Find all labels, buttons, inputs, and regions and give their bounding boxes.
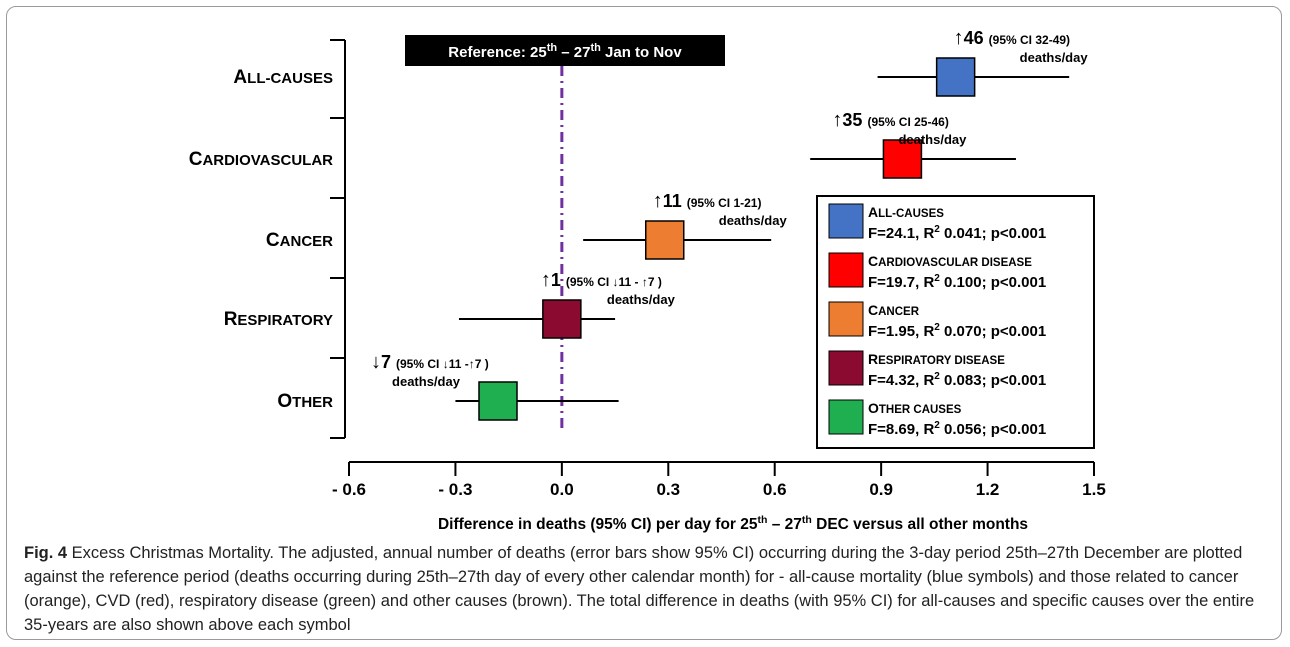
- legend-title: RESPIRATORY DISEASE: [868, 351, 1005, 367]
- legend-item: RESPIRATORY DISEASE F=4.32, R2 0.083; p<0…: [828, 350, 1046, 389]
- legend-item: OTHER CAUSES F=8.69, R2 0.056; p<0.001: [828, 399, 1046, 438]
- annotation-value: ↑46 (95% CI 32-49): [954, 27, 1070, 49]
- x-tick-label: 0.3: [656, 480, 680, 499]
- legend-title: ALL-CAUSES: [868, 204, 944, 220]
- legend-title: CARDIOVASCULAR DISEASE: [868, 253, 1032, 269]
- legend-swatch: [828, 350, 864, 386]
- annotation-unit: deaths/day: [1020, 50, 1089, 65]
- legend-stats: F=1.95, R2 0.070; p<0.001: [868, 322, 1046, 340]
- series-cardiovascular: ↑35 (95% CI 25-46)deaths/day: [810, 109, 1016, 179]
- annotation-value: ↓7 (95% CI ↓11 -↑7 ): [371, 351, 489, 373]
- estimate-marker: [478, 381, 518, 421]
- estimate-marker: [882, 139, 923, 179]
- legend-title: CANCER: [868, 302, 920, 318]
- annotation-value: ↑1 (95% CI ↓11 - ↑7 ): [541, 269, 662, 291]
- y-tick-label: RESPIRATORY: [224, 309, 333, 330]
- annotation-value: ↑11 (95% CI 1-21): [653, 190, 762, 212]
- y-tick-label: OTHER: [277, 391, 333, 412]
- estimate-marker: [935, 57, 976, 97]
- legend-item: CARDIOVASCULAR DISEASE F=19.7, R2 0.100; …: [828, 252, 1046, 291]
- legend-swatch: [828, 399, 864, 435]
- figure-frame: [6, 6, 1282, 640]
- x-axis: - 0.6 - 0.3 0.0 0.3 0.6 0.9 1.2 1.5: [332, 461, 1106, 499]
- x-tick-label: 1.5: [1082, 480, 1106, 499]
- y-axis: ALL-CAUSES CARDIOVASCULAR CANCER RESPIRATOR…: [189, 39, 346, 439]
- legend-swatch: [828, 203, 864, 239]
- legend-item: CANCER F=1.95, R2 0.070; p<0.001: [828, 301, 1046, 340]
- y-tick-label: ALL-CAUSES: [233, 67, 333, 88]
- caption-label: Fig. 4: [24, 544, 68, 562]
- series-all-causes: ↑46 (95% CI 32-49)deaths/day: [877, 27, 1089, 97]
- legend-swatch: [828, 252, 864, 288]
- estimate-marker: [644, 220, 685, 260]
- legend-stats: F=8.69, R2 0.056; p<0.001: [868, 420, 1046, 438]
- annotation-unit: deaths/day: [719, 213, 788, 228]
- y-tick-label: CANCER: [266, 230, 333, 251]
- series-cancer: ↑11 (95% CI 1-21)deaths/day: [583, 190, 788, 260]
- series-respiratory: ↑1 (95% CI ↓11 - ↑7 )deaths/day: [458, 269, 676, 339]
- legend-swatch: [828, 301, 864, 337]
- series-other: ↓7 (95% CI ↓11 -↑7 )deaths/day: [371, 351, 619, 421]
- x-tick-label: 0.9: [869, 480, 893, 499]
- series-layer: ↑46 (95% CI 32-49)deaths/day↑35 (95% CI …: [371, 27, 1089, 421]
- legend-item: ALL-CAUSES F=24.1, R2 0.041; p<0.001: [828, 203, 1046, 242]
- legend-title: OTHER CAUSES: [868, 400, 962, 416]
- legend-stats: F=24.1, R2 0.041; p<0.001: [868, 224, 1046, 242]
- figure-caption: Fig. 4 Excess Christmas Mortality. The a…: [24, 541, 1264, 637]
- x-tick-label: 1.2: [976, 480, 1000, 499]
- legend-stats: F=19.7, R2 0.100; p<0.001: [868, 273, 1046, 291]
- annotation-value: ↑35 (95% CI 25-46): [832, 109, 948, 131]
- x-tick-label: 0.0: [550, 480, 574, 499]
- forest-plot-chart: ALL-CAUSES CARDIOVASCULAR CANCER RESPIRATOR…: [189, 27, 1106, 533]
- legend-stats: F=4.32, R2 0.083; p<0.001: [868, 371, 1046, 389]
- reference-label: Reference: 25th – 27th Jan to Nov: [405, 35, 725, 66]
- x-tick-label: 0.6: [763, 480, 787, 499]
- y-tick-label: CARDIOVASCULAR: [189, 149, 333, 170]
- x-axis-label: Difference in deaths (95% CI) per day fo…: [438, 514, 1028, 533]
- annotation-unit: deaths/day: [607, 292, 676, 307]
- x-tick-label: - 0.6: [332, 480, 366, 499]
- annotation-unit: deaths/day: [898, 132, 967, 147]
- caption-text: Excess Christmas Mortality. The adjusted…: [24, 544, 1255, 634]
- x-tick-label: - 0.3: [438, 480, 472, 499]
- legend: ALL-CAUSES F=24.1, R2 0.041; p<0.001 CARDI…: [816, 195, 1095, 449]
- annotation-unit: deaths/day: [392, 374, 461, 389]
- estimate-marker: [542, 299, 582, 339]
- svg-text:Reference: 25th – 27th Jan to: Reference: 25th – 27th Jan to Nov: [448, 42, 682, 61]
